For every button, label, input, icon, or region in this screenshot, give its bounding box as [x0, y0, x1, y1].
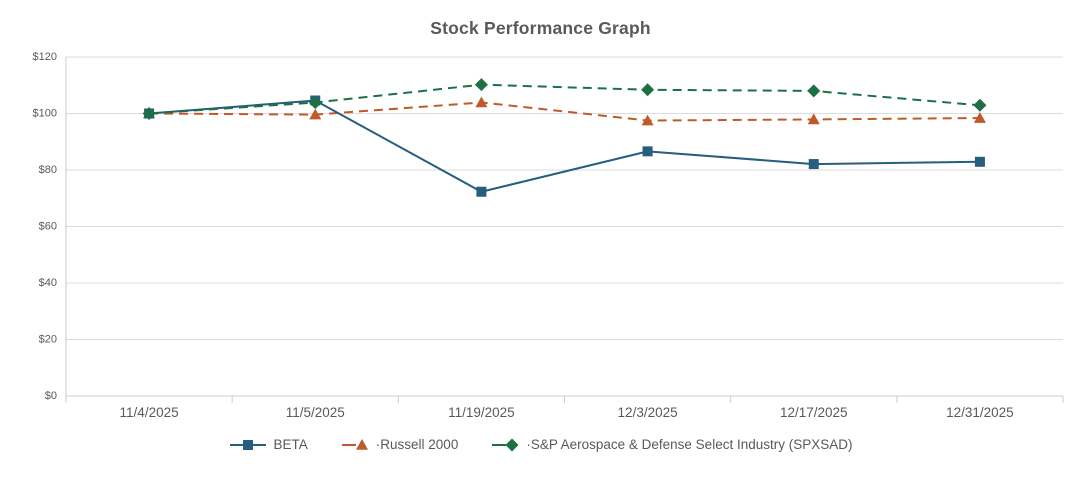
data-point-marker	[641, 83, 655, 97]
legend: BETA ·Russell 2000 ·S&P Aerospace & Defens…	[0, 437, 1081, 452]
series-beta	[144, 95, 985, 197]
data-point-marker	[807, 113, 820, 125]
y-axis-label: $20	[39, 334, 57, 346]
legend-item-russell-2000: ·Russell 2000	[341, 437, 459, 452]
x-axis-label: 11/4/2025	[120, 405, 179, 420]
y-axis-label: $0	[45, 390, 57, 402]
data-point-marker	[242, 439, 253, 450]
series-line-beta	[149, 99, 980, 193]
y-axis-label: $60	[39, 221, 57, 233]
y-axis-label: $120	[33, 51, 57, 63]
series-line-russell-2000	[149, 101, 980, 122]
legend-label: BETA	[273, 437, 308, 452]
data-point-marker	[973, 112, 986, 123]
chart-title: Stock Performance Graph	[430, 18, 651, 38]
series-spxsad	[142, 78, 987, 120]
data-point-marker	[142, 107, 156, 120]
x-axis-label: 12/3/2025	[618, 405, 678, 420]
data-point-marker	[476, 186, 487, 197]
data-point-marker	[309, 108, 322, 120]
legend-marker-spxsad	[492, 438, 519, 451]
legend-marker-russell-2000	[341, 438, 368, 450]
data-point-marker	[974, 156, 985, 167]
x-axis-label: 11/19/2025	[448, 405, 515, 420]
data-point-marker	[505, 438, 519, 451]
y-axis-label: $100	[33, 108, 57, 120]
legend-item-spxsad: ·S&P Aerospace & Defense Select Industry…	[492, 437, 852, 452]
legend-item-beta: BETA	[229, 437, 308, 452]
data-point-marker	[308, 95, 322, 109]
data-point-marker	[807, 84, 821, 98]
y-axis-label: $40	[39, 277, 57, 289]
series-russell-2000	[143, 96, 986, 126]
data-point-marker	[642, 146, 653, 157]
data-point-marker	[641, 114, 654, 126]
data-point-marker	[475, 96, 488, 108]
legend-label: ·S&P Aerospace & Defense Select Industry…	[526, 437, 853, 452]
data-point-marker	[355, 438, 368, 450]
y-axis-label: $80	[39, 164, 57, 176]
plot-area: $0 $20 $40 $60 $80 $100 $120 11/4/2025 11/5/2025…	[33, 51, 1064, 420]
series-line-spxsad	[149, 83, 981, 115]
data-point-marker	[973, 98, 987, 112]
legend-marker-beta	[229, 439, 266, 450]
x-axis-label: 11/5/2025	[286, 405, 345, 420]
legend-label: ·Russell 2000	[375, 437, 459, 452]
data-point-marker	[808, 159, 819, 170]
x-axis-label: 12/17/2025	[780, 405, 848, 420]
x-axis-label: 12/31/2025	[946, 405, 1014, 420]
data-point-marker	[474, 78, 488, 92]
